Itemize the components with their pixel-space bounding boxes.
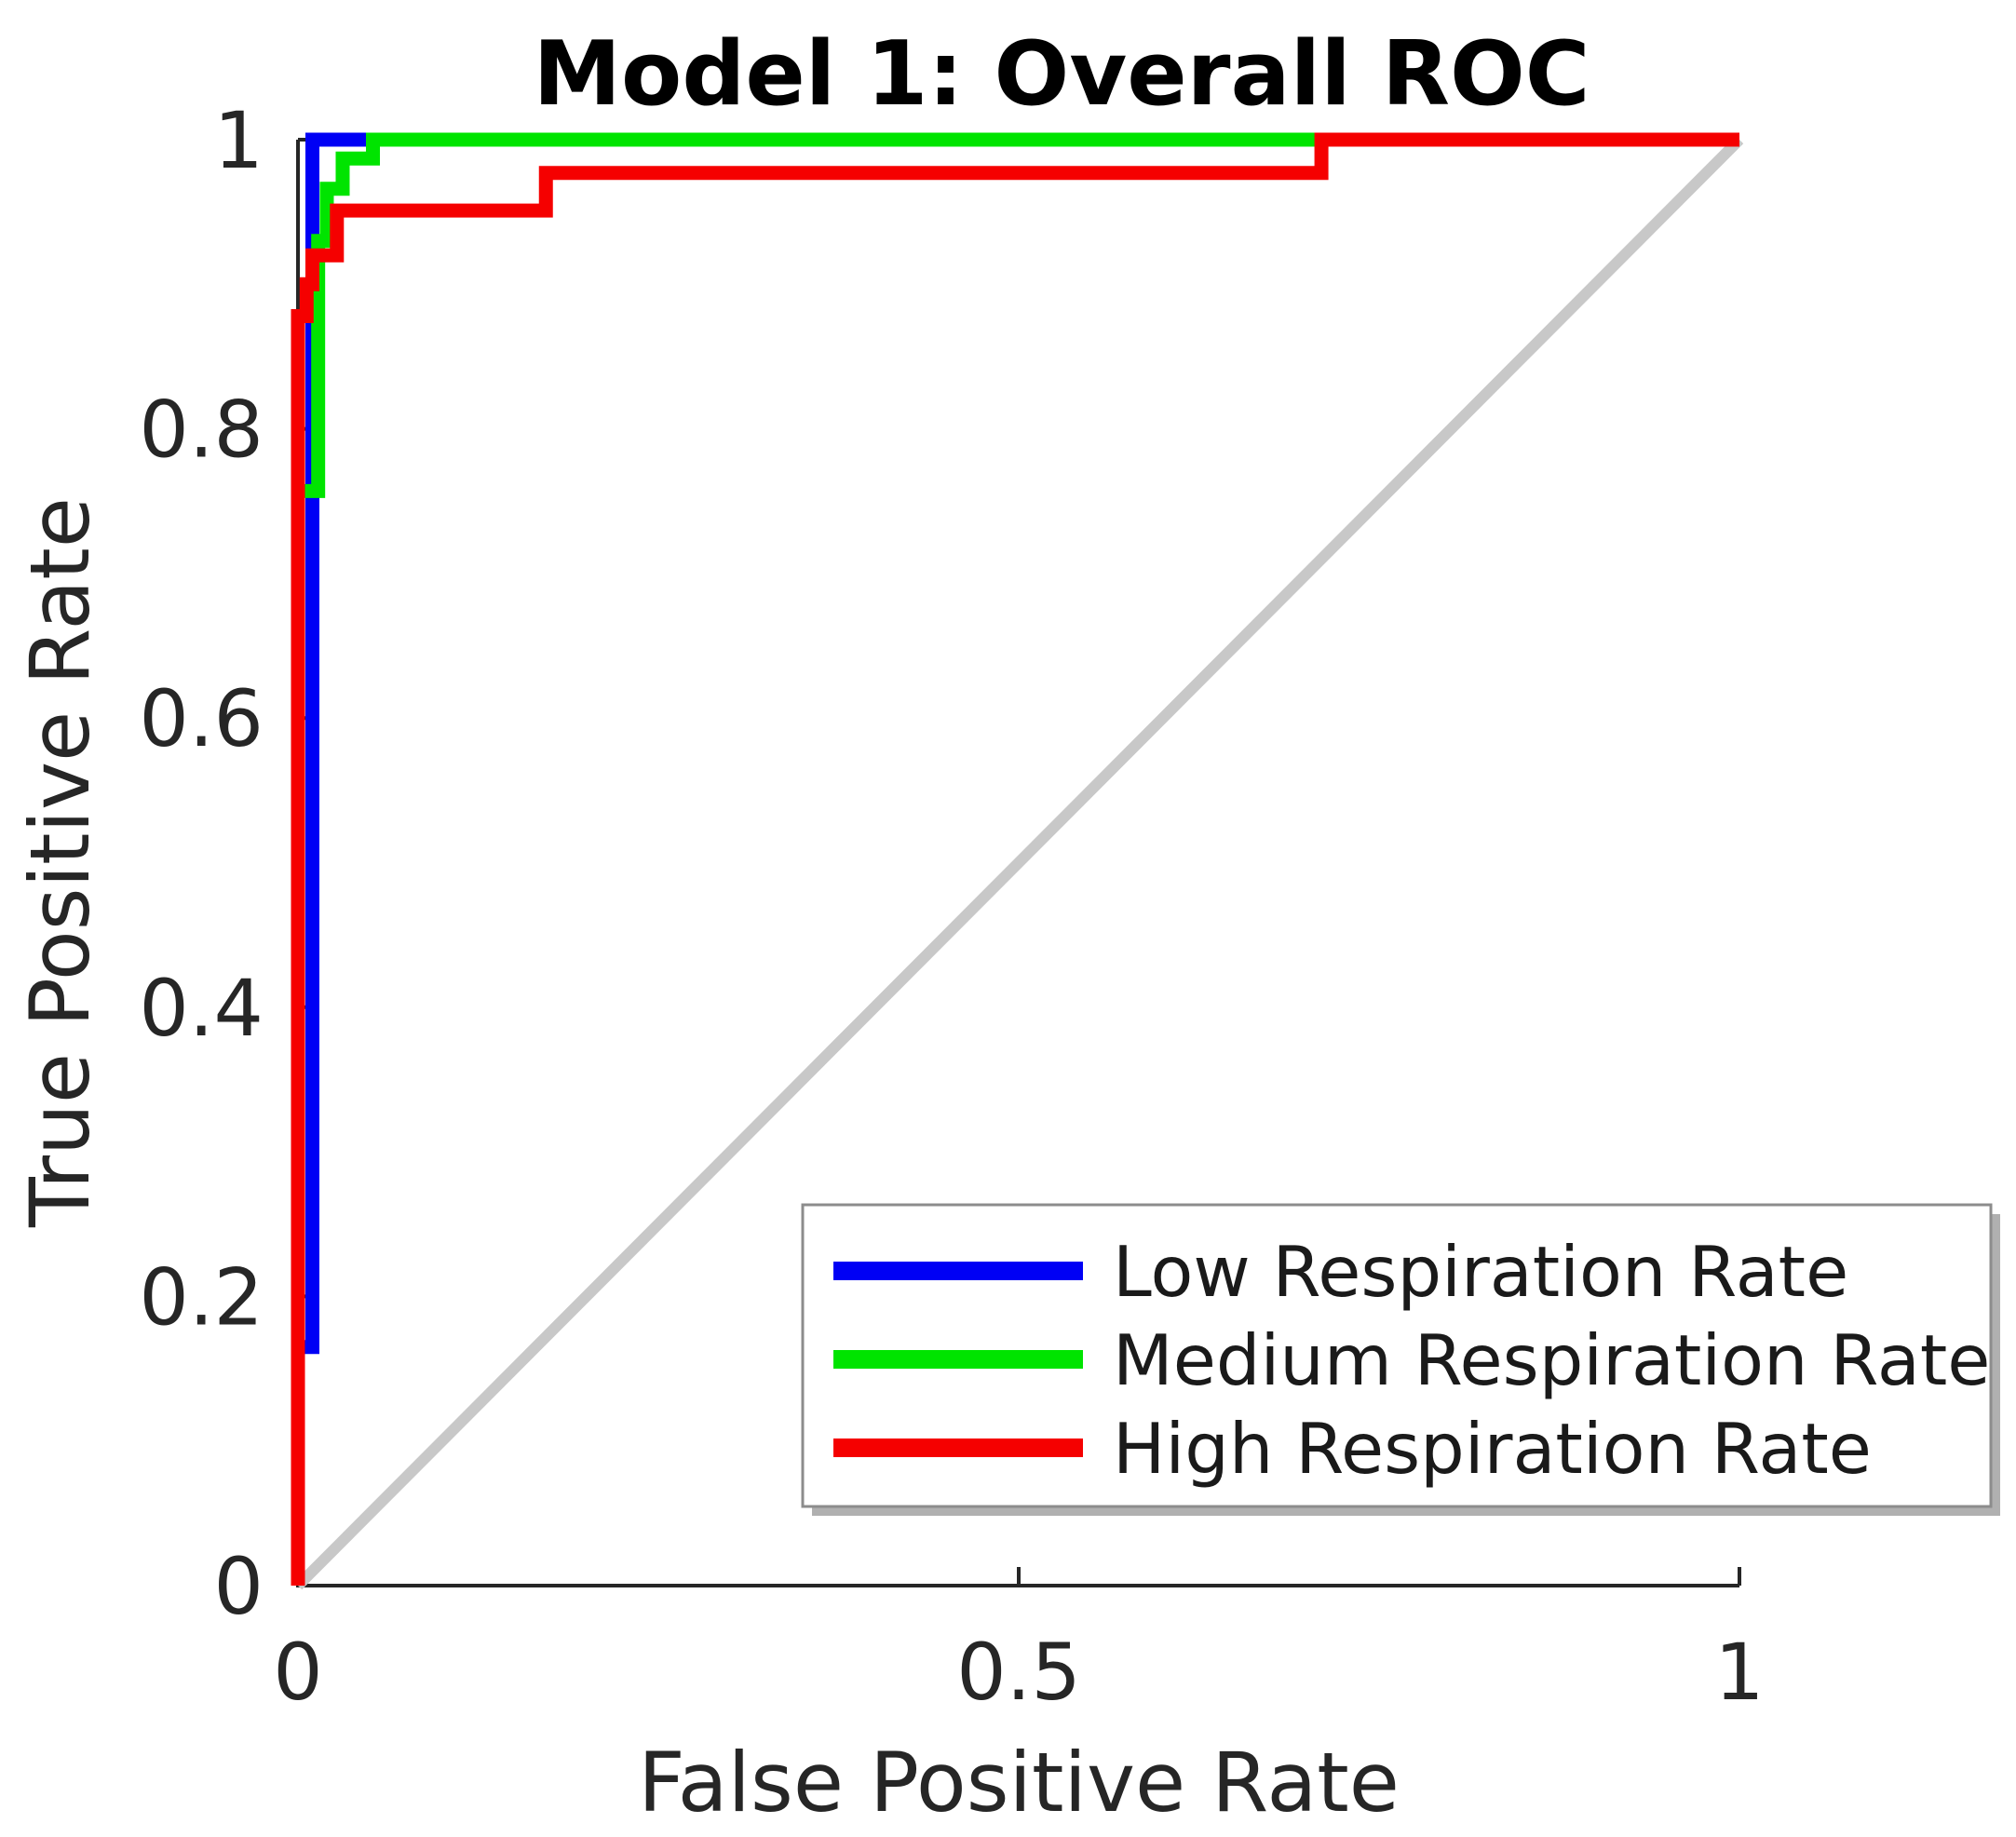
y-tick-label: 0.4 bbox=[139, 963, 264, 1054]
y-tick-label: 0.8 bbox=[139, 385, 264, 476]
x-tick-label: 1 bbox=[1714, 1627, 1764, 1718]
y-tick-label: 0 bbox=[214, 1541, 264, 1632]
legend-item-label: Medium Respiration Rate bbox=[1113, 1319, 1990, 1401]
roc-curve-high-respiration-rate bbox=[291, 132, 1739, 1586]
y-tick-label: 1 bbox=[214, 95, 264, 186]
roc-curve-medium-respiration-rate bbox=[291, 132, 1739, 1586]
plot-layer bbox=[291, 132, 1744, 1590]
legend-item-label: High Respiration Rate bbox=[1113, 1408, 1872, 1490]
legend-item-label: Low Respiration Rate bbox=[1113, 1231, 1848, 1313]
x-axis-label: False Positive Rate bbox=[638, 1735, 1400, 1830]
x-tick-label: 0.5 bbox=[956, 1627, 1081, 1718]
chance-diagonal-line bbox=[293, 135, 1744, 1590]
chart-title: Model 1: Overall ROC bbox=[534, 23, 1590, 126]
axes-layer: 0 0.5 1 0 0.2 0.4 0.6 0.8 1 bbox=[139, 95, 1764, 1718]
y-tick-label: 0.6 bbox=[139, 673, 264, 764]
x-tick-label: 0 bbox=[273, 1627, 322, 1718]
y-tick-label: 0.2 bbox=[139, 1251, 264, 1343]
y-axis-label: True Positive Rate bbox=[12, 497, 108, 1228]
